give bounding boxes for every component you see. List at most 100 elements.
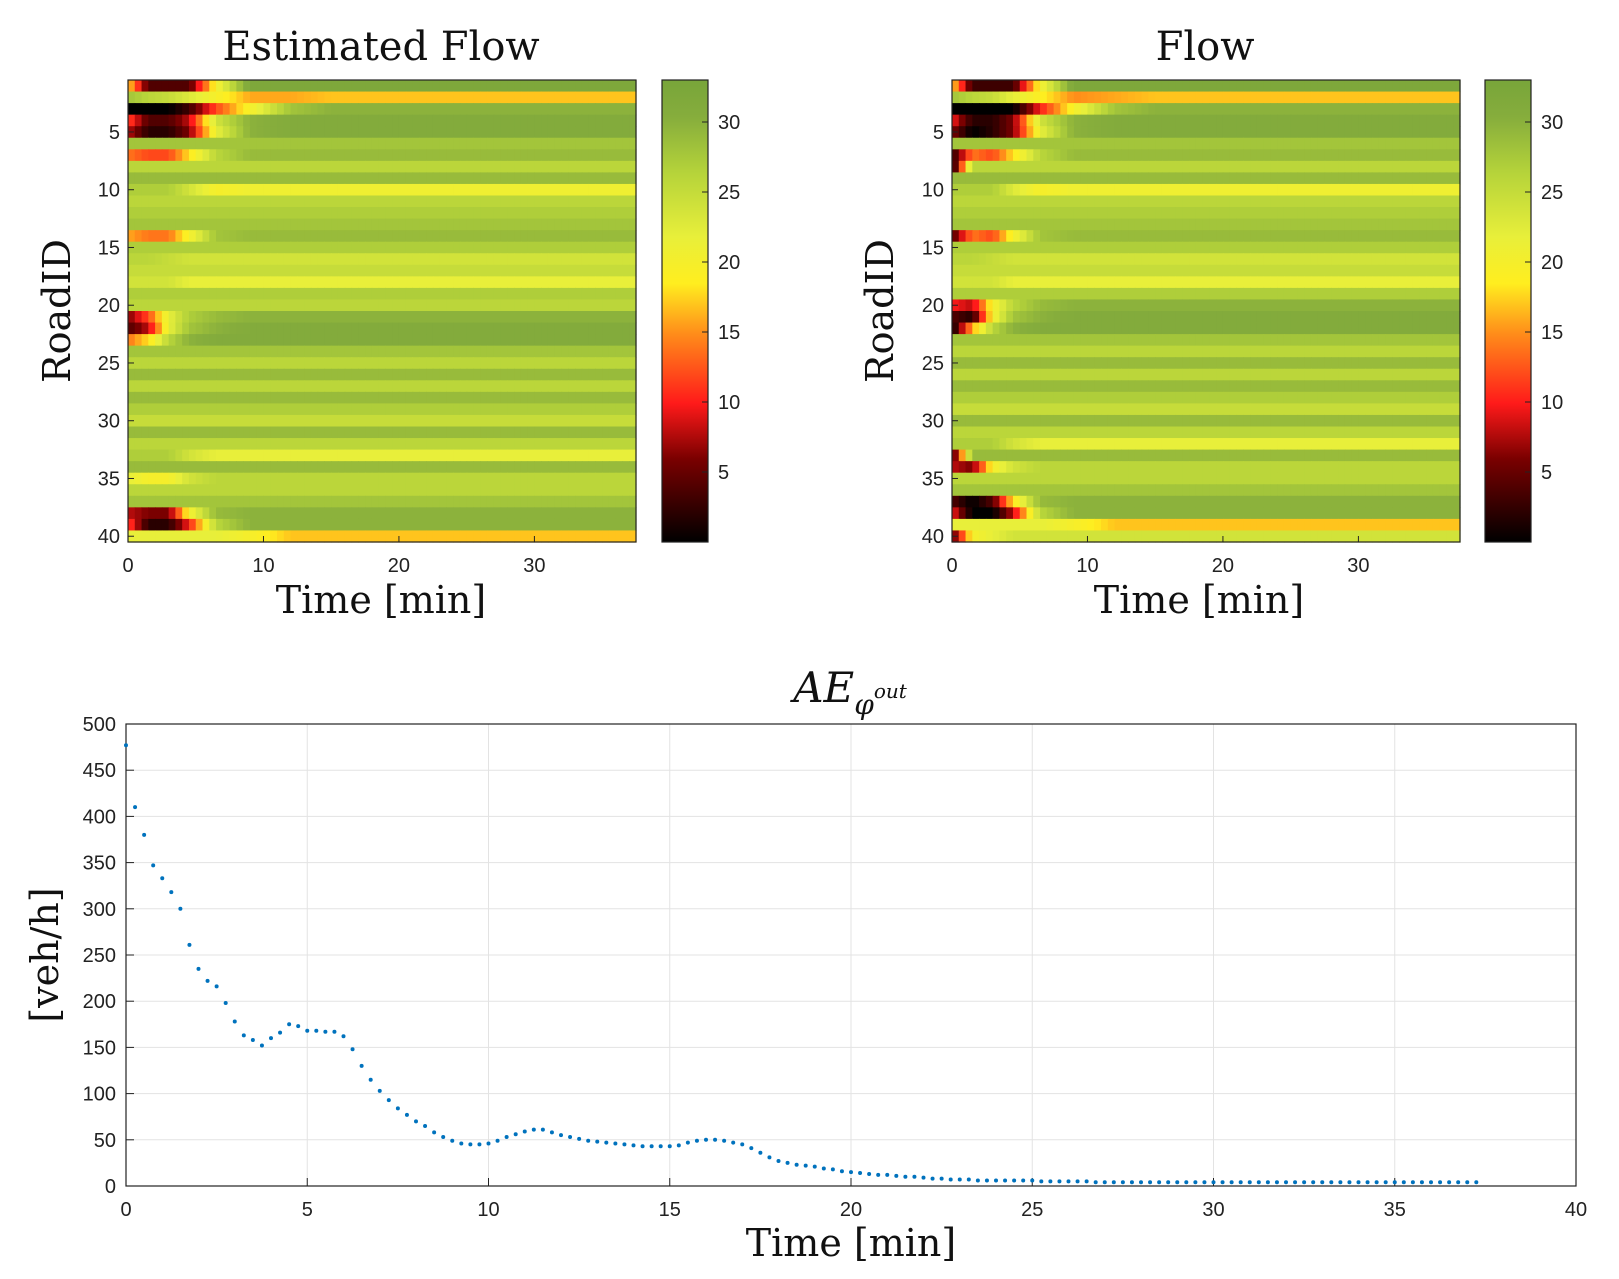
heatmap-cell xyxy=(1108,299,1115,311)
heatmap-cell xyxy=(1413,161,1420,173)
heatmap-cell xyxy=(1406,253,1413,265)
heatmap-cell xyxy=(986,334,993,346)
heatmap-cell xyxy=(1433,161,1440,173)
heatmap-cell xyxy=(419,380,426,392)
heatmap-cell xyxy=(209,415,216,427)
heatmap-cell xyxy=(1297,126,1304,138)
heatmap-cell xyxy=(1311,230,1318,242)
heatmap-cell xyxy=(1216,230,1223,242)
heatmap-cell xyxy=(318,427,325,439)
heatmap-cell xyxy=(1243,92,1250,104)
heatmap-cell xyxy=(324,450,331,462)
heatmap-cell xyxy=(365,207,372,219)
heatmap-cell xyxy=(1054,161,1061,173)
heatmap-cell xyxy=(182,530,189,542)
heatmap-cell xyxy=(582,403,589,415)
heatmap-cell xyxy=(1264,138,1271,150)
heatmap-cell xyxy=(534,530,541,542)
heatmap-cell xyxy=(297,103,304,115)
heatmap-cell xyxy=(453,207,460,219)
heatmap-cell xyxy=(1297,265,1304,277)
heatmap-cell xyxy=(1128,161,1135,173)
heatmap-cell xyxy=(1067,138,1074,150)
heatmap-cell xyxy=(433,115,440,127)
heatmap-cell xyxy=(1365,149,1372,161)
heatmap-cell xyxy=(358,219,365,231)
heatmap-cell xyxy=(1203,253,1210,265)
heatmap-cell xyxy=(541,323,548,335)
heatmap-cell xyxy=(128,230,135,242)
heatmap-cell xyxy=(148,323,155,335)
heatmap-cell xyxy=(1155,184,1162,196)
heatmap-cell xyxy=(1081,288,1088,300)
heatmap-cell xyxy=(480,276,487,288)
heatmap-cell xyxy=(1440,161,1447,173)
heatmap-cell xyxy=(1243,219,1250,231)
heatmap-cell xyxy=(128,392,135,404)
heatmap-cell xyxy=(1243,207,1250,219)
heatmap-cell xyxy=(959,184,966,196)
heatmap-cell xyxy=(1243,126,1250,138)
heatmap-cell xyxy=(155,184,162,196)
heatmap-cell xyxy=(555,334,562,346)
heatmap-cell xyxy=(182,219,189,231)
heatmap-cell xyxy=(250,299,257,311)
heatmap-cell xyxy=(189,392,196,404)
heatmap-cell xyxy=(379,80,386,92)
heatmap-cell xyxy=(1128,149,1135,161)
heatmap-cell xyxy=(216,438,223,450)
heatmap-cell xyxy=(589,346,596,358)
heatmap-cell xyxy=(263,473,270,485)
heatmap-cell xyxy=(142,299,149,311)
heatmap-cell xyxy=(622,461,629,473)
heatmap-cell xyxy=(324,415,331,427)
heatmap-cell xyxy=(385,299,392,311)
heatmap-cell xyxy=(203,392,210,404)
heatmap-cell xyxy=(582,473,589,485)
heatmap-cell xyxy=(304,496,311,508)
heatmap-cell xyxy=(1392,172,1399,184)
heatmap-cell xyxy=(324,496,331,508)
heatmap-cell xyxy=(521,334,528,346)
heatmap-cell xyxy=(1284,276,1291,288)
heatmap-cell xyxy=(1189,230,1196,242)
heatmap-cell xyxy=(534,369,541,381)
heatmap-cell xyxy=(358,346,365,358)
heatmap-cell xyxy=(446,403,453,415)
heatmap-cell xyxy=(589,126,596,138)
heatmap-cell xyxy=(622,230,629,242)
heatmap-cell xyxy=(324,369,331,381)
heatmap-cell xyxy=(1406,196,1413,208)
heatmap-cell xyxy=(541,265,548,277)
heatmap-cell xyxy=(379,138,386,150)
heatmap-cell xyxy=(412,219,419,231)
heatmap-cell xyxy=(392,450,399,462)
heatmap-cell xyxy=(338,265,345,277)
heatmap-cell xyxy=(385,184,392,196)
heatmap-cell xyxy=(1223,126,1230,138)
heatmap-cell xyxy=(514,253,521,265)
heatmap-cell xyxy=(440,219,447,231)
heatmap-cell xyxy=(203,461,210,473)
heatmap-cell xyxy=(345,427,352,439)
heatmap-cell xyxy=(986,207,993,219)
heatmap-cell xyxy=(304,299,311,311)
heatmap-cell xyxy=(236,530,243,542)
heatmap-cell xyxy=(952,311,959,323)
heatmap-cell xyxy=(1372,115,1379,127)
heatmap-cell xyxy=(541,461,548,473)
heatmap-cell xyxy=(203,80,210,92)
heatmap-cell xyxy=(1155,276,1162,288)
heatmap-cell xyxy=(1040,311,1047,323)
heatmap-cell xyxy=(1142,184,1149,196)
heatmap-cell xyxy=(250,219,257,231)
heatmap-cell xyxy=(548,184,555,196)
heatmap-cell xyxy=(453,461,460,473)
heatmap-cell xyxy=(216,427,223,439)
heatmap-cell xyxy=(318,380,325,392)
heatmap-cell xyxy=(352,276,359,288)
heatmap-cell xyxy=(1385,184,1392,196)
heatmap-cell xyxy=(1325,103,1332,115)
heatmap-cell xyxy=(1033,299,1040,311)
heatmap-cell xyxy=(291,484,298,496)
